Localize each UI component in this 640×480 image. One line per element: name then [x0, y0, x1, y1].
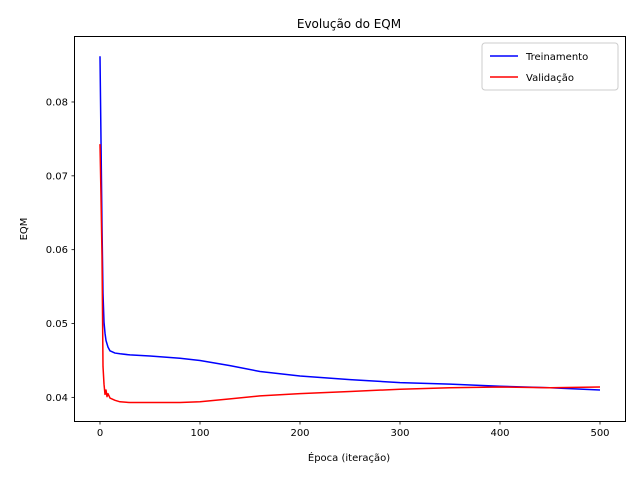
plot-area	[99, 56, 601, 404]
x-axis-label: Época (iteração)	[308, 451, 390, 464]
x-tick-label: 0	[97, 428, 103, 439]
legend-label: Treinamento	[525, 52, 588, 63]
y-axis: 0.04 0.05 0.06 0.07 0.08	[46, 97, 75, 404]
x-tick-label: 200	[290, 428, 309, 439]
plot-frame	[74, 36, 626, 422]
chart-title: Evolução do EQM	[297, 17, 401, 31]
y-tick-label: 0.07	[46, 171, 68, 182]
legend-label: Validação	[526, 73, 574, 84]
legend-box	[481, 42, 619, 91]
y-tick-label: 0.04	[46, 393, 68, 404]
y-tick-label: 0.06	[46, 245, 68, 256]
y-axis-label: EQM	[19, 218, 30, 241]
y-tick-label: 0.05	[46, 319, 68, 330]
x-tick-label: 100	[190, 428, 209, 439]
x-axis: 0 100 200 300 400 500	[97, 421, 610, 439]
series-line-1	[99, 56, 601, 391]
x-tick-label: 500	[590, 428, 609, 439]
x-tick-label: 300	[390, 428, 409, 439]
y-tick-label: 0.08	[46, 97, 68, 108]
x-tick-label: 400	[490, 428, 509, 439]
legend: Treinamento Validação	[481, 42, 619, 91]
series-line-2	[99, 144, 601, 404]
